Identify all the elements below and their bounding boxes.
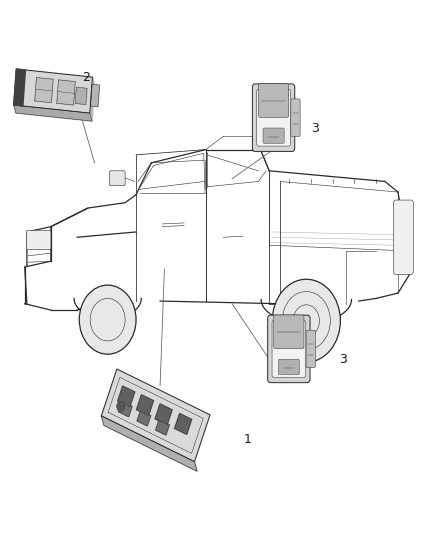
FancyBboxPatch shape — [258, 84, 289, 117]
FancyBboxPatch shape — [263, 128, 284, 143]
Polygon shape — [155, 420, 170, 435]
Polygon shape — [101, 369, 210, 462]
Text: 3: 3 — [311, 122, 319, 135]
FancyBboxPatch shape — [110, 171, 125, 185]
Circle shape — [79, 285, 136, 354]
Polygon shape — [14, 69, 25, 106]
Polygon shape — [14, 69, 92, 113]
Polygon shape — [155, 404, 172, 425]
Polygon shape — [35, 77, 53, 103]
FancyBboxPatch shape — [272, 320, 306, 377]
Text: 3: 3 — [339, 353, 347, 366]
Text: 2: 2 — [82, 71, 90, 84]
Polygon shape — [118, 386, 135, 407]
FancyBboxPatch shape — [394, 200, 413, 274]
Polygon shape — [90, 77, 95, 121]
FancyBboxPatch shape — [274, 315, 304, 349]
Polygon shape — [137, 410, 151, 426]
FancyBboxPatch shape — [252, 84, 295, 151]
Polygon shape — [175, 414, 192, 434]
Polygon shape — [57, 80, 75, 105]
Polygon shape — [90, 84, 99, 107]
Circle shape — [272, 279, 340, 362]
FancyBboxPatch shape — [26, 230, 51, 249]
Text: 1: 1 — [244, 433, 251, 446]
FancyBboxPatch shape — [291, 99, 300, 136]
Circle shape — [117, 401, 125, 411]
Polygon shape — [118, 401, 132, 417]
FancyBboxPatch shape — [278, 359, 300, 375]
Polygon shape — [14, 105, 92, 121]
Polygon shape — [75, 87, 87, 104]
Polygon shape — [137, 395, 154, 416]
FancyBboxPatch shape — [306, 330, 315, 368]
FancyBboxPatch shape — [268, 315, 310, 383]
FancyBboxPatch shape — [257, 89, 290, 146]
Polygon shape — [101, 416, 197, 471]
